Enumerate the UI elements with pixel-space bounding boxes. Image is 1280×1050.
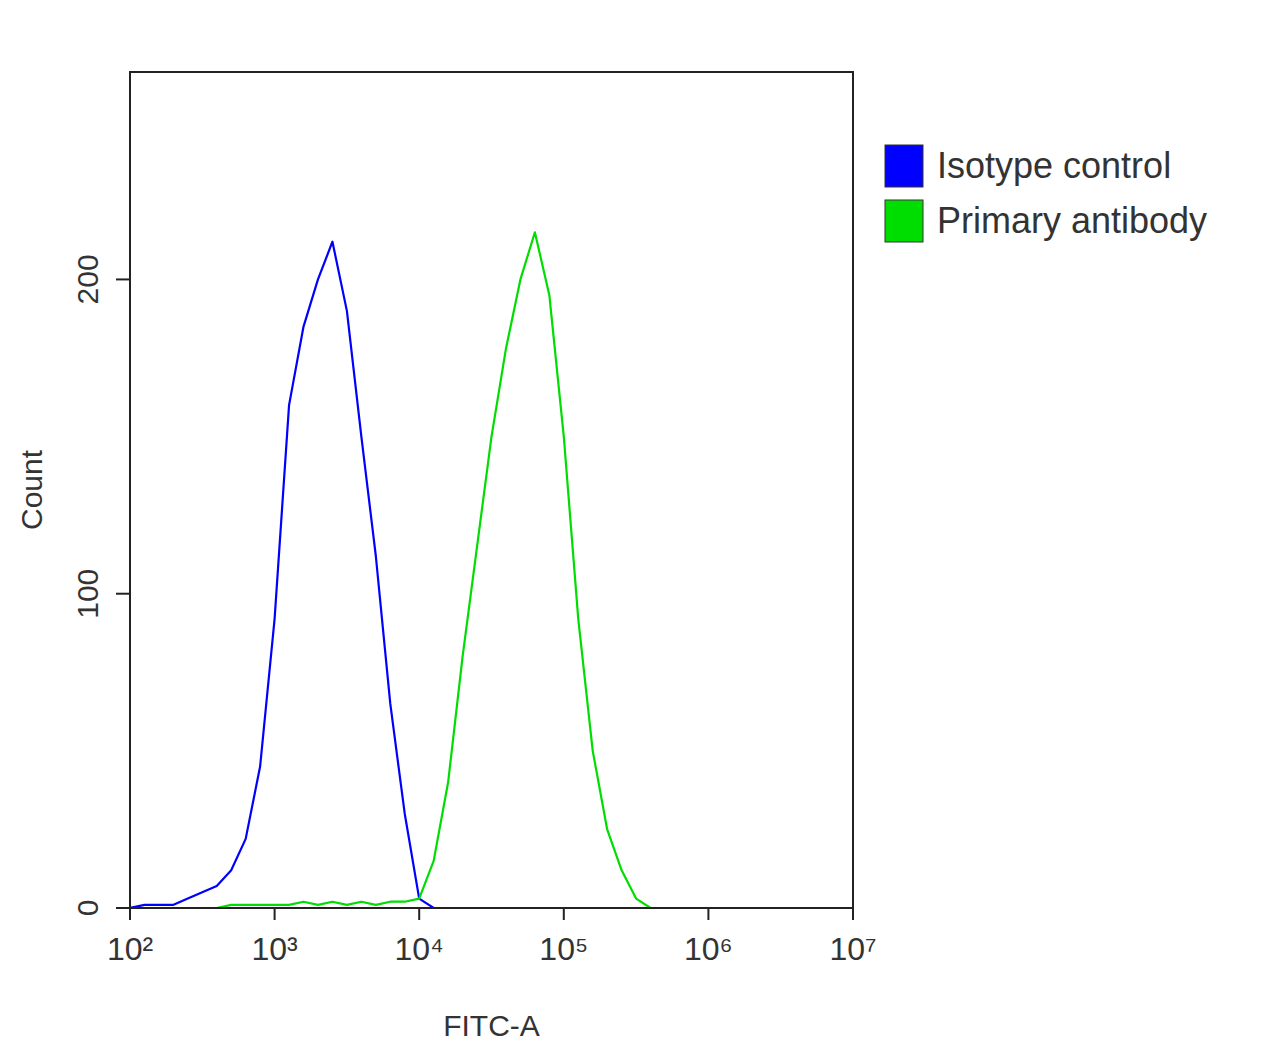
legend-label: Primary antibody xyxy=(937,200,1207,241)
plot-area xyxy=(130,232,708,908)
x-tick xyxy=(563,908,565,920)
y-tick xyxy=(116,278,130,280)
x-tick-label: 10² xyxy=(107,931,154,967)
plot-frame xyxy=(130,72,853,908)
y-tick-label: 200 xyxy=(71,254,104,304)
x-tick-label: 10⁵ xyxy=(539,931,588,967)
y-tick-label: 0 xyxy=(71,900,104,917)
series-line xyxy=(130,242,708,908)
legend-swatch xyxy=(885,145,923,187)
x-tick xyxy=(129,908,131,920)
x-tick xyxy=(852,908,854,920)
legend-swatch xyxy=(885,200,923,242)
x-tick-label: 10⁴ xyxy=(395,931,444,967)
series-line xyxy=(130,232,708,908)
y-tick xyxy=(116,907,130,909)
y-axis-label: Count xyxy=(15,449,48,530)
x-axis-label: FITC-A xyxy=(443,1009,540,1042)
x-tick-label: 10⁶ xyxy=(684,931,733,967)
x-tick-label: 10³ xyxy=(251,931,298,967)
chart: 10² 10³ 10⁴ 10⁵ 10⁶ 10⁷ 0 100 200 FITC-A Count Isot… xyxy=(0,0,1280,1050)
legend-label: Isotype control xyxy=(937,145,1171,186)
x-tick-label: 10⁷ xyxy=(829,931,876,967)
x-tick xyxy=(274,908,276,920)
x-tick xyxy=(707,908,709,920)
y-tick-label: 100 xyxy=(71,569,104,619)
y-tick xyxy=(116,593,130,595)
x-tick xyxy=(418,908,420,920)
